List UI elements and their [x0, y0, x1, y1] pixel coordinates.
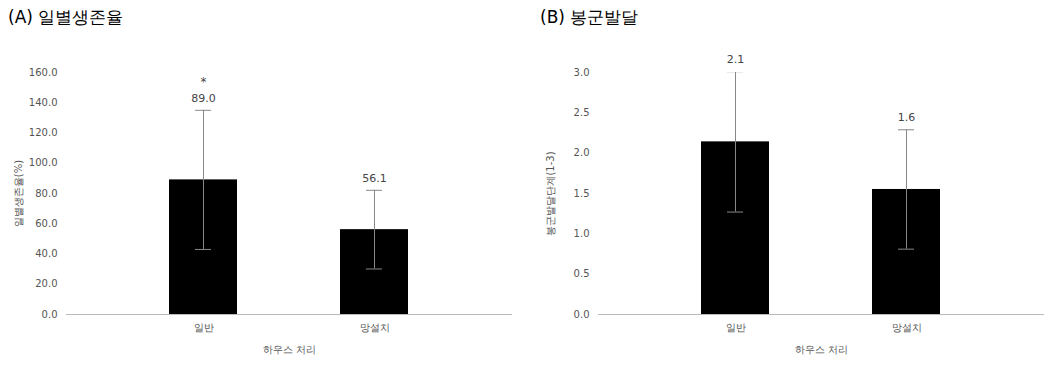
svg-text:일반: 일반 [726, 322, 746, 333]
svg-text:0.0: 0.0 [574, 309, 590, 320]
svg-text:망설치: 망설치 [892, 322, 922, 333]
svg-text:망설치: 망설치 [360, 322, 390, 333]
svg-text:160.0: 160.0 [29, 67, 58, 78]
svg-text:일반: 일반 [194, 322, 214, 333]
svg-text:2.0: 2.0 [574, 147, 590, 158]
svg-text:40.0: 40.0 [35, 248, 57, 259]
svg-text:1.6: 1.6 [898, 111, 916, 124]
svg-text:하우스 처리: 하우스 처리 [795, 344, 848, 355]
html-text:(A) 일별생존율: (A) 일별생존율 [8, 7, 124, 27]
svg-text:2.5: 2.5 [574, 107, 590, 118]
svg-text:0.0: 0.0 [42, 309, 58, 320]
svg-text:60.0: 60.0 [35, 218, 57, 229]
svg-text:120.0: 120.0 [29, 127, 58, 138]
svg-text:일별생존율(%): 일별생존율(%) [13, 160, 24, 227]
svg-text:140.0: 140.0 [29, 97, 58, 108]
svg-text:3.0: 3.0 [574, 67, 590, 78]
svg-text:봉군발달단계(1-3): 봉군발달단계(1-3) [545, 151, 556, 235]
svg-text:56.1: 56.1 [362, 172, 387, 185]
svg-text:1.0: 1.0 [574, 228, 590, 239]
svg-text:*: * [201, 75, 207, 89]
html-text:(B) 봉군발달: (B) 봉군발달 [540, 7, 639, 27]
svg-text:하우스 처리: 하우스 처리 [263, 344, 316, 355]
svg-text:0.5: 0.5 [574, 268, 590, 279]
svg-text:20.0: 20.0 [35, 278, 57, 289]
svg-text:89.0: 89.0 [191, 92, 216, 105]
svg-text:80.0: 80.0 [35, 188, 57, 199]
svg-text:1.5: 1.5 [574, 188, 590, 199]
svg-text:2.1: 2.1 [727, 53, 745, 66]
svg-text:100.0: 100.0 [29, 157, 58, 168]
